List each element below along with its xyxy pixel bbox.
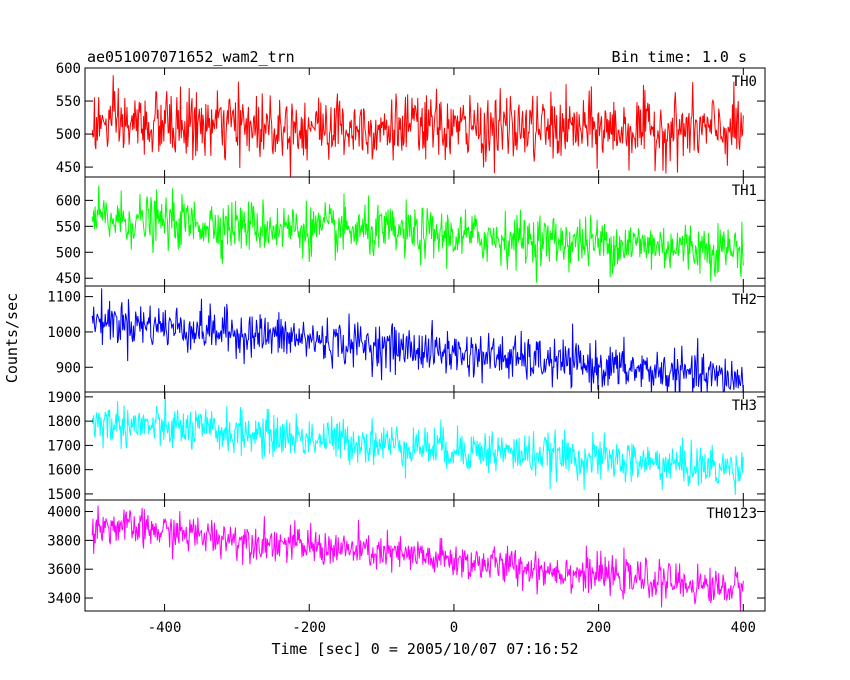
panel-th0123: 3400 3600 3800 4000 TH0123 [47, 499, 766, 612]
x-tick-label: 0 [450, 620, 458, 636]
y-tick-label: 550 [56, 94, 81, 110]
series-line-th0 [91, 75, 744, 177]
bin-time-label: Bin time: 1.0 s [612, 48, 747, 66]
panel-frame [84, 499, 766, 612]
panel-label-th2: TH2 [732, 292, 757, 308]
panel-th1: 450 500 550 600 TH1 [56, 176, 766, 287]
panel-label-th0: TH0 [732, 74, 757, 90]
chart-title: ae051007071652_wam2_trn [87, 48, 295, 66]
y-tick-label: 600 [56, 193, 81, 209]
y-tick-label: 1900 [47, 390, 81, 406]
panel-frame [84, 176, 766, 287]
y-tick-label: 450 [56, 271, 81, 287]
panel-label-th1: TH1 [732, 183, 757, 199]
y-tick-label: 900 [56, 360, 81, 376]
x-tick-label: -400 [148, 620, 182, 636]
panel-th2: 900 1000 1100 TH2 [47, 285, 766, 393]
series-line-th1 [91, 185, 744, 283]
y-tick-label: 1100 [47, 290, 81, 306]
x-axis-label: Time [sec] 0 = 2005/10/07 07:16:52 [271, 640, 578, 658]
y-tick-label: 1700 [47, 438, 81, 454]
panel-th0: 450 500 550 600 TH0 [56, 61, 766, 178]
y-tick-label: 1500 [47, 487, 81, 503]
y-tick-label: 1000 [47, 325, 81, 341]
x-tick-label: -200 [292, 620, 326, 636]
y-tick-label: 3800 [47, 533, 81, 549]
series-line-th3 [91, 392, 744, 495]
y-tick-label: 1800 [47, 414, 81, 430]
series-line-th2 [91, 288, 744, 392]
y-tick-label: 1600 [47, 463, 81, 479]
x-axis: -400 -200 0 200 400 [148, 620, 756, 636]
panel-label-th3: TH3 [732, 398, 757, 414]
panel-label-th0123: TH0123 [706, 506, 757, 522]
panel-frame [84, 391, 766, 501]
y-tick-label: 3600 [47, 562, 81, 578]
y-tick-label: 500 [56, 245, 81, 261]
panels-group: 450 500 550 600 TH0 450 500 550 600 TH1 900 1000 110… [47, 61, 766, 612]
y-tick-label: 450 [56, 160, 81, 176]
y-axis-label: Counts/sec [3, 293, 21, 383]
y-tick-label: 600 [56, 61, 81, 77]
panel-th3: 1500 1600 1700 1800 1900 TH3 [47, 390, 766, 503]
y-tick-label: 550 [56, 219, 81, 235]
series-line-th0123 [91, 505, 744, 611]
x-tick-label: 400 [731, 620, 756, 636]
y-tick-label: 3400 [47, 591, 81, 607]
y-tick-label: 500 [56, 127, 81, 143]
x-tick-label: 200 [586, 620, 611, 636]
y-tick-label: 4000 [47, 505, 81, 521]
